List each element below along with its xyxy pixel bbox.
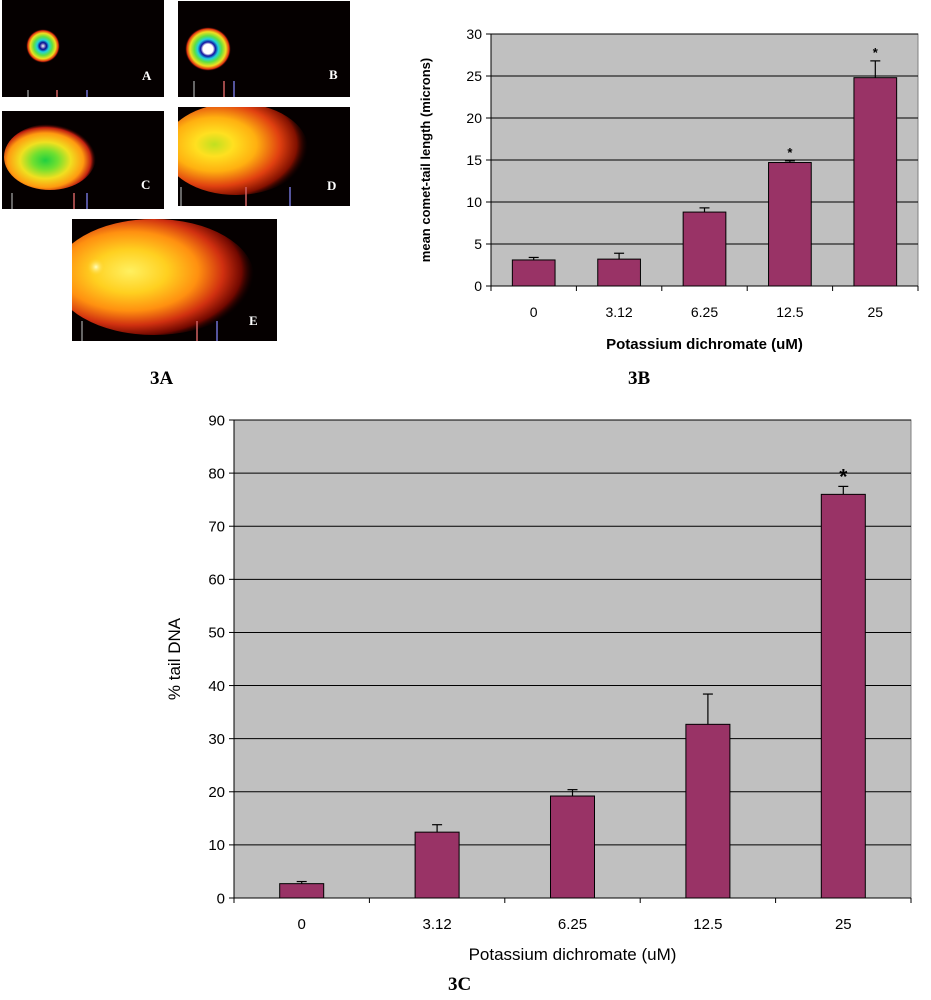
- y-tick-label: 10: [208, 837, 225, 854]
- y-tick-label: 40: [208, 678, 225, 695]
- comet-letter-c: C: [141, 177, 150, 192]
- x-axis-title: Potassium dichromate (uM): [469, 945, 677, 964]
- chart-3c: 0 10 20 30 40 50 60 70 80 90 0 3.12 6.25 12.5 * 25 Potas…: [165, 412, 912, 964]
- bar: [511, 259, 556, 287]
- comet-image-b: B: [178, 1, 350, 97]
- y-tick-label: 80: [208, 465, 225, 482]
- bar: [853, 77, 898, 287]
- bar: [279, 883, 325, 899]
- x-tick-label: 0: [298, 916, 306, 933]
- bar: [768, 162, 812, 287]
- y-tick-label: 20: [208, 784, 225, 801]
- x-tick-label: 0: [530, 304, 538, 320]
- y-tick-label: 90: [208, 412, 225, 429]
- bar: [682, 211, 727, 287]
- comet-letter-a: A: [142, 68, 152, 83]
- comet-letter-b: B: [329, 67, 338, 82]
- significance-marker: *: [839, 465, 848, 488]
- panel-label-3b: 3B: [628, 368, 651, 389]
- bar: [549, 795, 596, 899]
- x-axis-title: Potassium dichromate (uM): [606, 336, 803, 353]
- y-tick-label: 25: [466, 68, 482, 84]
- significance-marker: *: [873, 45, 879, 60]
- bar: [820, 493, 866, 899]
- y-tick-label: 30: [208, 731, 225, 748]
- y-tick-label: 70: [208, 518, 225, 535]
- bar: [414, 831, 460, 899]
- y-tick-label: 0: [217, 890, 225, 907]
- x-tick-label: 25: [868, 304, 884, 320]
- y-tick-label: 20: [466, 110, 482, 126]
- y-axis-title: mean comet-tail length (microns): [418, 58, 433, 262]
- y-tick-label: 0: [474, 278, 482, 294]
- x-tick-label: 6.25: [691, 304, 718, 320]
- comet-image-c: C: [2, 111, 164, 209]
- comet-image-d: D: [178, 107, 350, 206]
- panel-label-3c: 3C: [448, 974, 472, 995]
- significance-marker: *: [787, 145, 793, 160]
- x-tick-label: 6.25: [558, 916, 587, 933]
- chart-3b: 0 5 10 15 20 25 30 0 3.12 6.25 * 12.5 * 25 Potassium d…: [418, 26, 919, 353]
- y-tick-label: 15: [466, 152, 482, 168]
- y-axis-title: % tail DNA: [165, 617, 184, 700]
- comet-image-a: A: [2, 0, 164, 97]
- x-tick-label: 3.12: [605, 304, 632, 320]
- comet-letter-e: E: [249, 313, 258, 328]
- y-tick-label: 30: [466, 26, 482, 42]
- comet-image-e: E: [72, 219, 277, 341]
- y-tick-label: 5: [474, 236, 482, 252]
- x-tick-label: 25: [835, 916, 852, 933]
- bar: [597, 258, 641, 287]
- y-tick-label: 60: [208, 572, 225, 589]
- panel-label-3a: 3A: [150, 368, 174, 389]
- y-tick-label: 50: [208, 625, 225, 642]
- x-tick-label: 3.12: [422, 916, 451, 933]
- x-tick-label: 12.5: [776, 304, 803, 320]
- comet-letter-d: D: [327, 178, 336, 193]
- y-tick-label: 10: [466, 194, 482, 210]
- x-tick-label: 12.5: [693, 916, 722, 933]
- bar: [685, 723, 731, 899]
